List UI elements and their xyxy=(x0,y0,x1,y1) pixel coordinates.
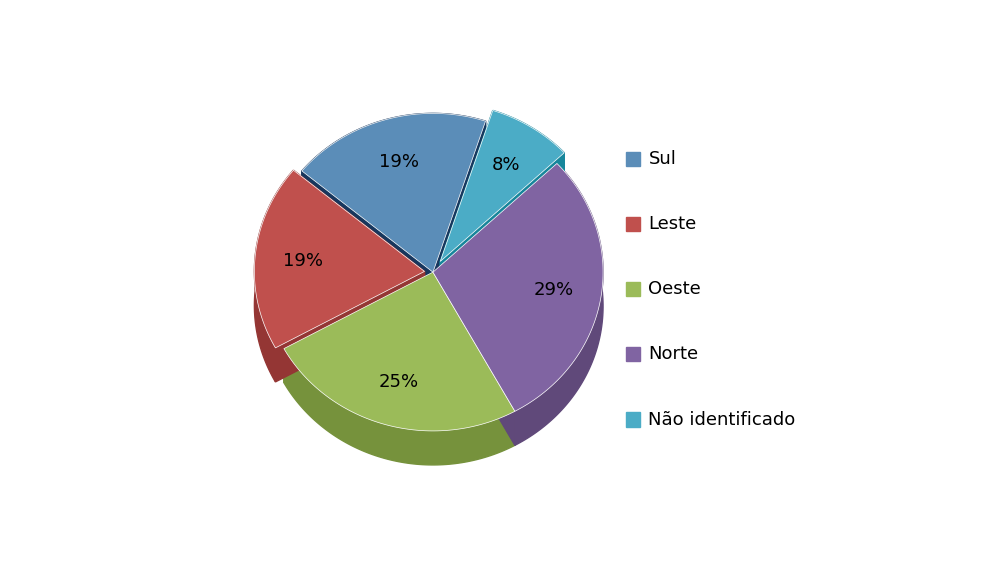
Bar xyxy=(625,217,640,231)
Polygon shape xyxy=(440,153,564,295)
Polygon shape xyxy=(284,272,433,383)
Polygon shape xyxy=(433,272,515,445)
Polygon shape xyxy=(433,163,557,306)
Polygon shape xyxy=(294,170,425,306)
Text: Leste: Leste xyxy=(648,215,696,233)
Text: 19%: 19% xyxy=(283,252,323,270)
Text: 29%: 29% xyxy=(534,281,574,299)
Text: Oeste: Oeste xyxy=(648,280,701,298)
Polygon shape xyxy=(255,170,425,348)
Polygon shape xyxy=(255,170,294,382)
Bar xyxy=(625,347,640,362)
Polygon shape xyxy=(302,113,486,205)
Polygon shape xyxy=(302,171,433,306)
Text: Sul: Sul xyxy=(648,150,676,168)
Polygon shape xyxy=(284,349,515,465)
Text: 25%: 25% xyxy=(379,373,419,391)
Polygon shape xyxy=(302,113,486,272)
Bar xyxy=(625,282,640,296)
Polygon shape xyxy=(276,272,425,382)
Polygon shape xyxy=(440,111,564,261)
Bar xyxy=(625,151,640,166)
Text: 19%: 19% xyxy=(379,154,419,171)
Polygon shape xyxy=(433,163,603,411)
Bar xyxy=(625,413,640,427)
Text: 8%: 8% xyxy=(492,156,520,174)
Polygon shape xyxy=(515,163,603,445)
Polygon shape xyxy=(433,121,486,306)
Text: Não identificado: Não identificado xyxy=(648,411,796,429)
Polygon shape xyxy=(493,111,564,187)
Polygon shape xyxy=(433,272,515,445)
Polygon shape xyxy=(284,272,515,431)
Text: Norte: Norte xyxy=(648,345,698,363)
Polygon shape xyxy=(440,111,493,295)
